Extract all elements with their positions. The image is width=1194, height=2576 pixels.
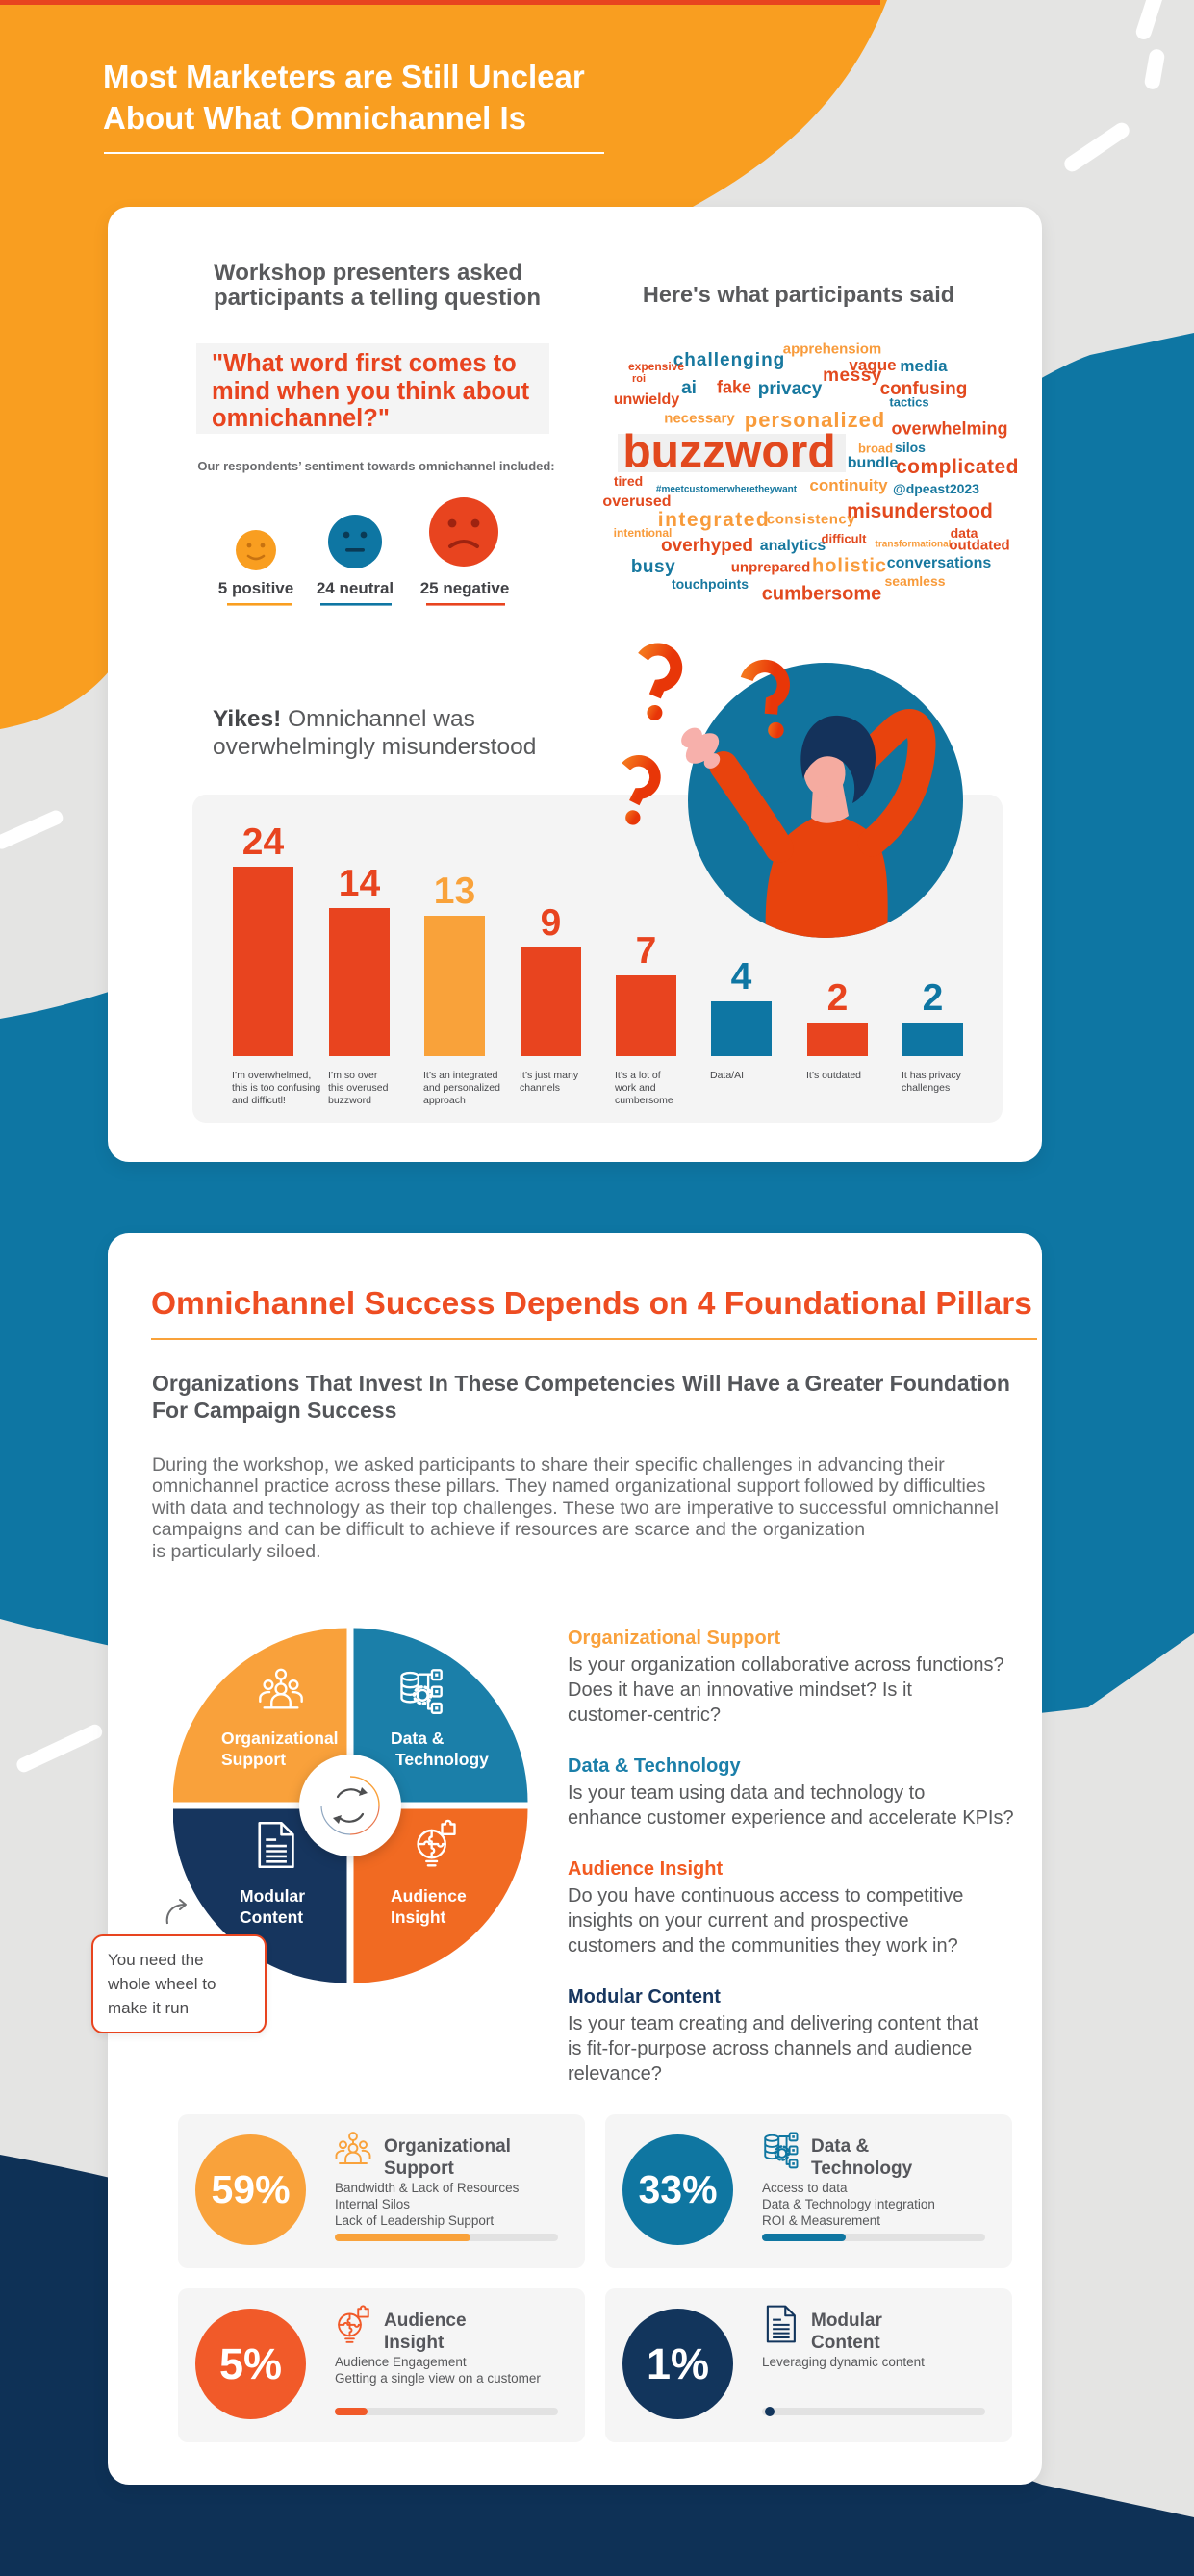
svg-text:Data &: Data & bbox=[391, 1729, 445, 1748]
svg-text:5 positive: 5 positive bbox=[218, 579, 293, 597]
svg-text:Content: Content bbox=[240, 1907, 303, 1927]
svg-text:Organizational: Organizational bbox=[221, 1729, 339, 1748]
svg-text:24 neutral: 24 neutral bbox=[317, 579, 394, 597]
svg-text:25 negative: 25 negative bbox=[420, 579, 510, 597]
svg-text:Insight: Insight bbox=[391, 1907, 446, 1927]
svg-text:Support: Support bbox=[221, 1750, 286, 1769]
svg-text:Audience: Audience bbox=[391, 1886, 467, 1906]
svg-text:Modular: Modular bbox=[240, 1886, 305, 1906]
svg-text:Technology: Technology bbox=[395, 1750, 489, 1769]
